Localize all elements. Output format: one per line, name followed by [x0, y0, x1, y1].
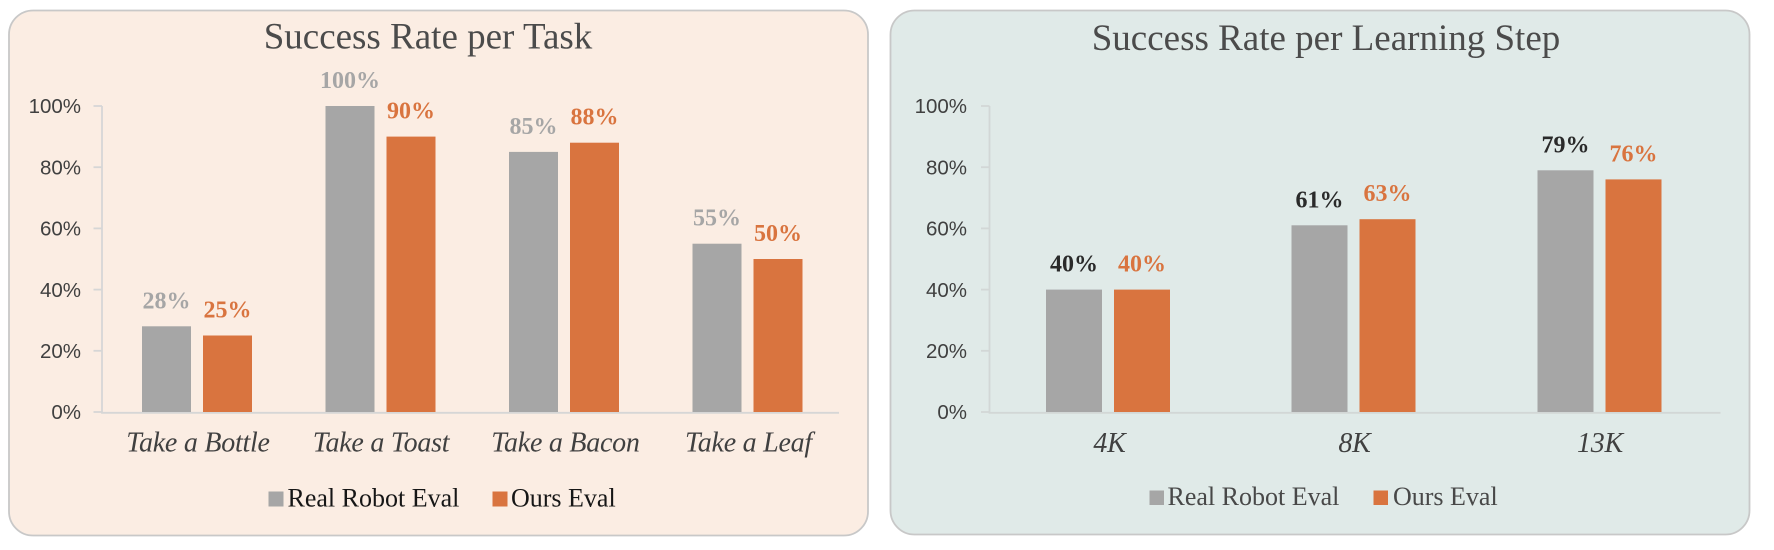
svg-text:63%: 63%	[1364, 181, 1412, 207]
svg-text:100%: 100%	[915, 95, 967, 118]
svg-text:Ours Eval: Ours Eval	[511, 484, 616, 513]
svg-text:40%: 40%	[926, 279, 967, 302]
svg-text:0%: 0%	[51, 401, 81, 424]
svg-text:80%: 80%	[40, 156, 81, 179]
svg-text:Ours Eval: Ours Eval	[1393, 482, 1498, 511]
svg-text:85%: 85%	[510, 114, 558, 140]
svg-text:8K: 8K	[1338, 428, 1372, 459]
svg-text:40%: 40%	[40, 279, 81, 302]
svg-text:0%: 0%	[937, 401, 967, 424]
svg-text:60%: 60%	[40, 218, 81, 241]
svg-text:100%: 100%	[29, 95, 81, 118]
svg-text:55%: 55%	[693, 206, 741, 232]
svg-text:Take a Bacon: Take a Bacon	[491, 428, 639, 459]
svg-text:28%: 28%	[143, 288, 191, 314]
svg-text:20%: 20%	[40, 340, 81, 363]
svg-text:50%: 50%	[754, 221, 802, 247]
svg-text:90%: 90%	[387, 99, 435, 125]
svg-text:Real Robot Eval: Real Robot Eval	[288, 484, 460, 513]
svg-text:40%: 40%	[1118, 252, 1166, 278]
svg-text:79%: 79%	[1542, 132, 1590, 158]
svg-text:Take a Leaf: Take a Leaf	[685, 428, 815, 459]
svg-text:60%: 60%	[926, 218, 967, 241]
svg-text:13K: 13K	[1577, 428, 1625, 459]
svg-text:25%: 25%	[204, 298, 252, 324]
svg-text:Real Robot Eval: Real Robot Eval	[1168, 482, 1340, 511]
svg-text:100%: 100%	[320, 68, 380, 94]
svg-text:4K: 4K	[1093, 428, 1127, 459]
svg-text:40%: 40%	[1050, 252, 1098, 278]
svg-text:Success Rate per Task: Success Rate per Task	[264, 17, 593, 58]
svg-text:Success Rate per Learning Step: Success Rate per Learning Step	[1092, 18, 1561, 59]
svg-text:88%: 88%	[571, 105, 619, 131]
svg-text:Take a Bottle: Take a Bottle	[126, 428, 269, 459]
svg-text:80%: 80%	[926, 156, 967, 179]
svg-text:Take a Toast: Take a Toast	[313, 428, 451, 459]
svg-text:76%: 76%	[1610, 141, 1658, 167]
svg-text:20%: 20%	[926, 340, 967, 363]
svg-text:61%: 61%	[1296, 187, 1344, 213]
